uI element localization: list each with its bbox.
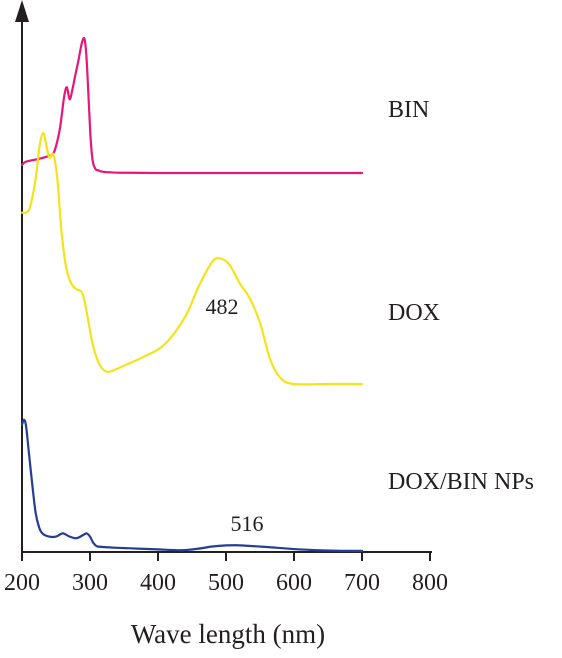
x-tick-label-500: 500 <box>208 570 244 596</box>
x-tick-label-700: 700 <box>344 570 380 596</box>
x-axis-ticks <box>21 552 431 561</box>
series-lines <box>20 36 364 552</box>
series-line-dox <box>20 131 364 386</box>
x-tick-label-300: 300 <box>72 570 108 596</box>
series-label-dox-bin-nps: DOX/BIN NPs <box>388 469 534 495</box>
x-tick-label-400: 400 <box>140 570 176 596</box>
series-label-bin: BIN <box>388 97 429 123</box>
peak-label-dox-bin-nps: 516 <box>231 511 264 536</box>
peak-label-dox: 482 <box>206 294 239 319</box>
series-line-dox-bin-nps <box>20 418 364 552</box>
x-tick-label-600: 600 <box>276 570 312 596</box>
y-axis-arrow <box>15 0 29 22</box>
x-axis-title: Wave length (nm) <box>131 619 325 649</box>
x-axis-tick-labels: 200 300 400 500 600 700 800 <box>4 570 448 596</box>
series-label-dox: DOX <box>388 300 440 326</box>
series-line-bin <box>20 36 364 175</box>
x-tick-label-200: 200 <box>4 570 40 596</box>
x-tick-label-800: 800 <box>412 570 448 596</box>
